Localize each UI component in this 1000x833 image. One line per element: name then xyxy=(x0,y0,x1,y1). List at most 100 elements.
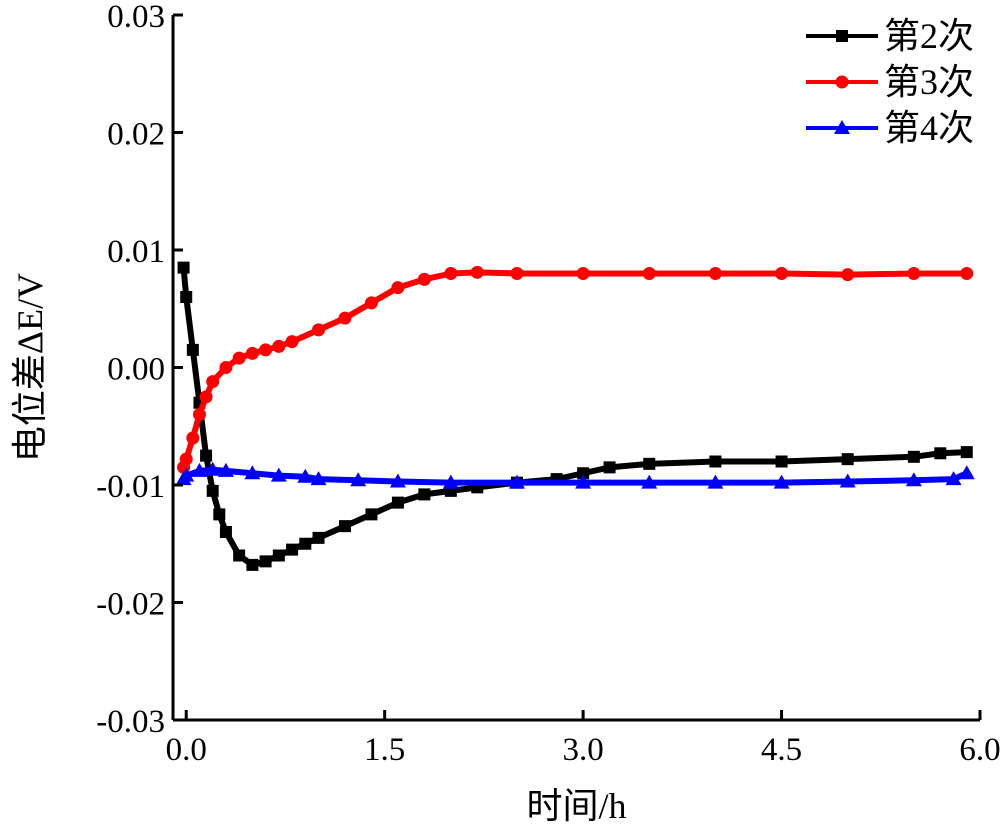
data-point xyxy=(960,446,973,459)
data-point xyxy=(775,267,789,280)
data-point xyxy=(470,265,484,279)
series-line xyxy=(180,269,970,471)
data-point xyxy=(206,484,219,497)
data-point xyxy=(444,267,458,280)
data-point xyxy=(643,457,656,470)
data-point xyxy=(259,343,273,357)
data-point xyxy=(365,508,378,521)
data-point xyxy=(259,555,272,568)
y-axis-title: 电位差ΔE/V xyxy=(10,273,50,462)
legend-marker xyxy=(836,30,848,42)
data-point xyxy=(312,531,325,544)
y-axis-ticks: 0.03 0.02 0.01 0.00 -0.01 -0.02 -0.03 xyxy=(96,0,183,740)
data-point xyxy=(603,461,616,474)
x-axis-ticks: 0.0 1.5 3.0 4.5 6.0 xyxy=(166,710,1000,768)
data-point xyxy=(204,461,221,476)
data-point xyxy=(775,455,788,468)
data-point xyxy=(641,474,658,489)
series-1 xyxy=(177,261,973,571)
data-point xyxy=(177,261,190,274)
legend-entry: 第2次 xyxy=(806,16,974,56)
y-tick-label: -0.01 xyxy=(96,469,165,505)
data-point xyxy=(299,537,312,550)
legend-label: 第2次 xyxy=(884,16,974,56)
data-point xyxy=(442,474,459,489)
x-tick-label: 4.5 xyxy=(761,732,802,768)
data-point xyxy=(389,473,406,488)
data-point xyxy=(219,526,232,538)
y-tick-label: -0.02 xyxy=(96,587,165,623)
data-point xyxy=(192,408,206,421)
series-line xyxy=(180,264,970,568)
legend-marker xyxy=(834,120,850,134)
x-axis-title: 时间/h xyxy=(526,786,626,826)
data-point xyxy=(199,390,213,404)
y-tick-label: -0.03 xyxy=(96,704,165,740)
data-point xyxy=(934,447,947,460)
data-point xyxy=(200,449,213,462)
data-point xyxy=(709,455,722,468)
data-point xyxy=(508,474,525,489)
x-tick-label: 6.0 xyxy=(959,732,1000,768)
data-point xyxy=(350,472,367,487)
legend-entry: 第4次 xyxy=(806,108,974,148)
data-point xyxy=(707,474,724,489)
data-point xyxy=(841,268,855,282)
y-tick-label: 0.01 xyxy=(107,234,165,270)
data-point xyxy=(960,267,974,280)
data-point xyxy=(206,375,220,389)
data-point xyxy=(246,558,259,571)
data-point xyxy=(905,472,922,487)
x-tick-label: 0.0 xyxy=(166,732,207,768)
data-point xyxy=(245,346,259,360)
data-point xyxy=(272,549,285,562)
data-point xyxy=(708,267,722,280)
legend-label: 第4次 xyxy=(884,108,974,148)
data-point xyxy=(576,267,590,280)
legend-marker xyxy=(835,75,849,89)
data-point xyxy=(773,474,790,489)
data-point xyxy=(417,272,431,286)
data-point xyxy=(907,450,920,463)
data-point xyxy=(841,453,854,466)
data-point xyxy=(297,468,314,483)
data-point xyxy=(186,343,199,356)
legend-label: 第3次 xyxy=(884,62,974,102)
y-tick-label: 0.03 xyxy=(107,0,165,35)
series-3 xyxy=(175,461,975,489)
y-tick-label: 0.02 xyxy=(107,117,165,153)
legend-entry: 第3次 xyxy=(806,62,974,102)
data-point xyxy=(391,496,404,509)
data-point xyxy=(244,465,261,480)
data-point xyxy=(510,267,524,280)
data-point xyxy=(839,473,856,488)
series-2 xyxy=(177,265,974,474)
data-point xyxy=(391,281,405,295)
data-point xyxy=(180,291,193,303)
data-point xyxy=(191,462,208,477)
data-point xyxy=(364,296,378,310)
data-point xyxy=(338,520,351,533)
data-point xyxy=(186,431,200,445)
data-point xyxy=(907,267,921,280)
data-point xyxy=(310,471,327,486)
data-point xyxy=(642,267,656,280)
data-point xyxy=(577,467,590,480)
data-point xyxy=(312,323,326,337)
x-tick-label: 1.5 xyxy=(364,732,405,768)
data-point xyxy=(418,488,431,501)
axes: 0.03 0.02 0.01 0.00 -0.01 -0.02 -0.03 0.0 1.5 3.… xyxy=(96,0,1000,768)
data-point xyxy=(286,543,299,556)
data-point xyxy=(233,549,246,562)
y-tick-label: 0.00 xyxy=(107,352,165,388)
data-point xyxy=(338,311,352,325)
data-point xyxy=(270,467,287,482)
data-point xyxy=(179,452,193,466)
x-tick-label: 3.0 xyxy=(562,732,603,768)
data-point xyxy=(219,361,233,374)
series-layer xyxy=(175,261,975,571)
data-point xyxy=(272,339,286,353)
data-point xyxy=(178,467,195,482)
